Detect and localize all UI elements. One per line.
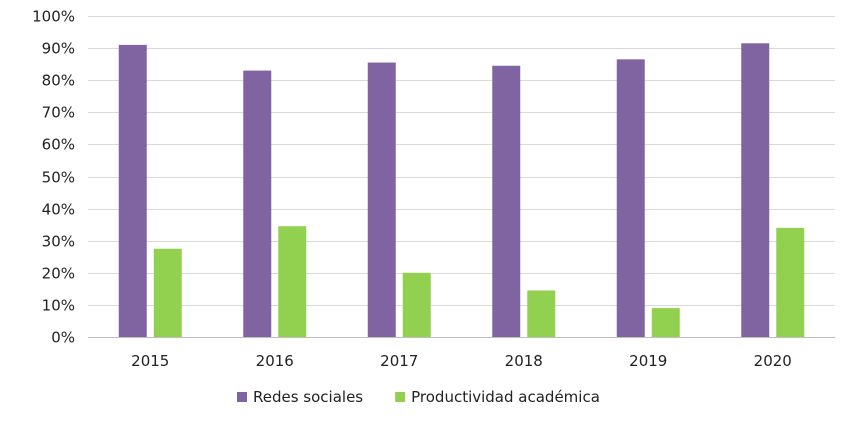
- bar-productividad-academica-2018: [527, 290, 556, 337]
- y-tick-label: 100%: [32, 8, 75, 26]
- y-tick-label: 10%: [42, 297, 75, 315]
- x-tick-label: 2016: [256, 352, 294, 370]
- y-tick-label: 90%: [42, 40, 75, 58]
- y-tick-label: 0%: [51, 329, 75, 347]
- bar-redes-sociales-2017: [367, 62, 396, 338]
- bar-productividad-academica-2016: [278, 226, 307, 337]
- bar-productividad-academica-2017: [402, 272, 431, 337]
- y-axis-ticks: 0% 10% 20% 30% 40% 50% 60% 70% 80% 90% 100%: [32, 8, 75, 347]
- y-tick-label: 80%: [42, 72, 75, 90]
- x-tick-label: 2017: [380, 352, 418, 370]
- bar-productividad-academica-2015: [153, 248, 182, 337]
- legend-label: Productividad académica: [411, 388, 600, 406]
- legend: Redes sociales Productividad académica: [237, 388, 600, 406]
- y-tick-label: 70%: [42, 104, 75, 122]
- y-tick-label: 40%: [42, 201, 75, 219]
- bar-redes-sociales-2016: [243, 70, 272, 337]
- x-tick-label: 2020: [754, 352, 792, 370]
- x-tick-label: 2018: [505, 352, 543, 370]
- y-tick-label: 50%: [42, 169, 75, 187]
- y-tick-label: 20%: [42, 265, 75, 283]
- bar-redes-sociales-2015: [118, 44, 147, 337]
- x-tick-label: 2015: [131, 352, 169, 370]
- bar-productividad-academica-2019: [651, 308, 680, 337]
- bar-productividad-academica-2020: [776, 227, 805, 337]
- bar-redes-sociales-2019: [616, 59, 645, 338]
- legend-label: Redes sociales: [253, 388, 363, 406]
- gridlines: [88, 16, 835, 338]
- bar-redes-sociales-2018: [492, 65, 521, 337]
- legend-swatch: [395, 392, 406, 402]
- y-tick-label: 30%: [42, 233, 75, 251]
- x-tick-label: 2019: [629, 352, 667, 370]
- x-axis-ticks: 2015 2016 2017 2018 2019 2020: [131, 352, 792, 370]
- bar-redes-sociales-2020: [741, 43, 770, 337]
- legend-swatch: [237, 392, 247, 402]
- bars: [118, 43, 805, 338]
- y-tick-label: 60%: [42, 136, 75, 154]
